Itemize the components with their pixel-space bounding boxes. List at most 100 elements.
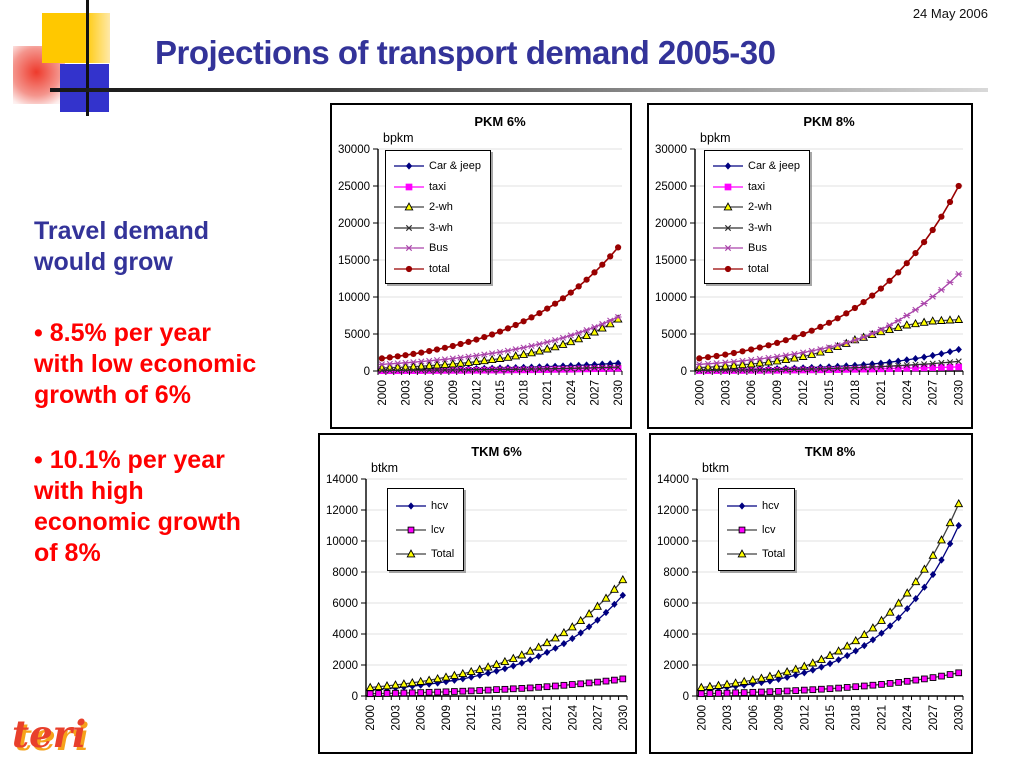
svg-text:2030: 2030 — [613, 380, 625, 406]
legend-label: Car & jeep — [748, 160, 800, 173]
svg-text:2015: 2015 — [492, 705, 504, 731]
legend-item-3-wh: 3-wh — [393, 218, 481, 239]
legend-key-icon — [727, 549, 757, 558]
chart-tkm-8pct: TKM 8% btkm 0 2000 4000 6000 8000 10000 12000 140… — [649, 433, 973, 754]
legend-key-icon — [396, 526, 426, 534]
heading-line: Travel demand — [34, 217, 210, 245]
svg-text:2003: 2003 — [390, 705, 402, 731]
bullet-2: • 10.1% per year with high economic grow… — [34, 445, 296, 569]
svg-text:2015: 2015 — [824, 380, 836, 406]
svg-text:2021: 2021 — [542, 380, 554, 406]
svg-text:2024: 2024 — [902, 704, 914, 730]
legend-label: Bus — [748, 242, 767, 255]
svg-text:2000: 2000 — [696, 705, 708, 731]
svg-text:25000: 25000 — [338, 181, 370, 193]
svg-text:14000: 14000 — [657, 474, 689, 486]
svg-text:0: 0 — [683, 691, 689, 703]
legend-item-bus: Bus — [712, 238, 800, 259]
legend-label: 3-wh — [748, 221, 772, 234]
legend-label: taxi — [429, 180, 447, 193]
legend-label: taxi — [748, 180, 766, 193]
bullet-1: • 8.5% per year with low economic growth… — [34, 318, 296, 411]
legend-item-car-jeep: Car & jeep — [712, 156, 800, 177]
svg-text:2003: 2003 — [722, 705, 734, 731]
svg-text:2018: 2018 — [850, 380, 862, 406]
bullet-glyph: • — [34, 319, 43, 347]
svg-text:10000: 10000 — [338, 292, 370, 304]
legend-item-taxi: taxi — [393, 177, 481, 198]
legend-label: Total — [762, 548, 786, 560]
bullet-glyph: • — [34, 446, 43, 474]
svg-text:2006: 2006 — [748, 705, 760, 731]
svg-text:2021: 2021 — [876, 705, 888, 731]
legend-key-icon — [396, 549, 426, 558]
chart-title: PKM 8% — [803, 114, 855, 129]
legend-item-car-jeep: Car & jeep — [393, 156, 481, 177]
legend-key-icon — [713, 265, 743, 272]
svg-text:2000: 2000 — [663, 660, 689, 672]
legend-key-icon — [394, 245, 424, 252]
spacer — [34, 278, 296, 318]
legend-label: Car & jeep — [429, 160, 481, 173]
chart-canvas-tkm8: TKM 8% btkm 0 2000 4000 6000 8000 10000 12000 140… — [657, 444, 966, 731]
legend-key-icon — [713, 224, 743, 231]
chart-tkm-6pct: TKM 6% btkm 0 2000 4000 6000 8000 10000 12000 140… — [318, 433, 637, 754]
svg-text:14000: 14000 — [326, 474, 358, 486]
svg-text:2009: 2009 — [774, 705, 786, 731]
bullet-text-line: with low economic — [34, 350, 257, 378]
legend-item-2-wh: 2-wh — [393, 197, 481, 218]
chart-pkm-8pct: PKM 8% bpkm 0 5000 10000 15000 20000 25000 30000… — [647, 103, 973, 429]
legend-key-icon — [713, 162, 743, 170]
legend-item-hcv: hcv — [726, 494, 785, 518]
legend-key-icon — [394, 162, 424, 170]
teri-logo: teri — [12, 712, 87, 756]
svg-text:8000: 8000 — [663, 567, 689, 579]
svg-text:2012: 2012 — [798, 380, 810, 406]
svg-text:25000: 25000 — [655, 181, 687, 193]
svg-text:15000: 15000 — [338, 255, 370, 267]
legend-label: Bus — [429, 242, 448, 255]
svg-text:2024: 2024 — [567, 704, 579, 730]
series-line-2-wh — [699, 318, 959, 369]
svg-text:4000: 4000 — [663, 629, 689, 641]
svg-text:2030: 2030 — [618, 705, 630, 731]
svg-text:2009: 2009 — [772, 380, 784, 406]
legend-label: Total — [431, 548, 455, 560]
spacer — [34, 411, 296, 445]
legend-key-icon — [727, 502, 757, 510]
svg-text:2009: 2009 — [448, 380, 460, 406]
chart-canvas-pkm6: PKM 6% bpkm 0 5000 10000 15000 20000 25000 30000… — [338, 114, 625, 406]
svg-text:5000: 5000 — [344, 329, 370, 341]
svg-text:2012: 2012 — [471, 380, 483, 406]
legend-key-icon — [394, 183, 424, 191]
svg-text:2027: 2027 — [928, 705, 940, 731]
svg-text:2018: 2018 — [517, 705, 529, 731]
svg-text:2012: 2012 — [799, 705, 811, 731]
legend-item-total: total — [712, 259, 800, 280]
legend-key-icon — [396, 502, 426, 510]
svg-text:2015: 2015 — [495, 380, 507, 406]
chart-title: TKM 6% — [471, 444, 522, 459]
legend-item-total: Total — [726, 542, 785, 566]
bullet-text-line: economic growth — [34, 508, 241, 536]
chart-pkm-6pct: PKM 6% bpkm 0 5000 10000 15000 20000 25000 30000… — [330, 103, 632, 429]
svg-text:2030: 2030 — [954, 380, 966, 406]
svg-text:2021: 2021 — [542, 705, 554, 731]
bullet-text-line: 8.5% per year — [49, 319, 211, 347]
chart-title: TKM 8% — [805, 444, 856, 459]
svg-text:2000: 2000 — [332, 660, 358, 672]
svg-text:6000: 6000 — [663, 598, 689, 610]
svg-text:2000: 2000 — [694, 380, 706, 406]
axis-unit-label: btkm — [371, 461, 398, 475]
svg-text:5000: 5000 — [661, 329, 687, 341]
legend-label: 3-wh — [429, 221, 453, 234]
svg-text:2000: 2000 — [377, 380, 389, 406]
axis-unit-label: bpkm — [383, 131, 414, 145]
svg-text:10000: 10000 — [655, 292, 687, 304]
svg-text:8000: 8000 — [332, 567, 358, 579]
legend-key-icon — [713, 245, 743, 252]
axis-unit-label: btkm — [702, 461, 729, 475]
svg-text:2018: 2018 — [519, 380, 531, 406]
legend-key-icon — [713, 202, 743, 211]
svg-text:30000: 30000 — [655, 144, 687, 156]
